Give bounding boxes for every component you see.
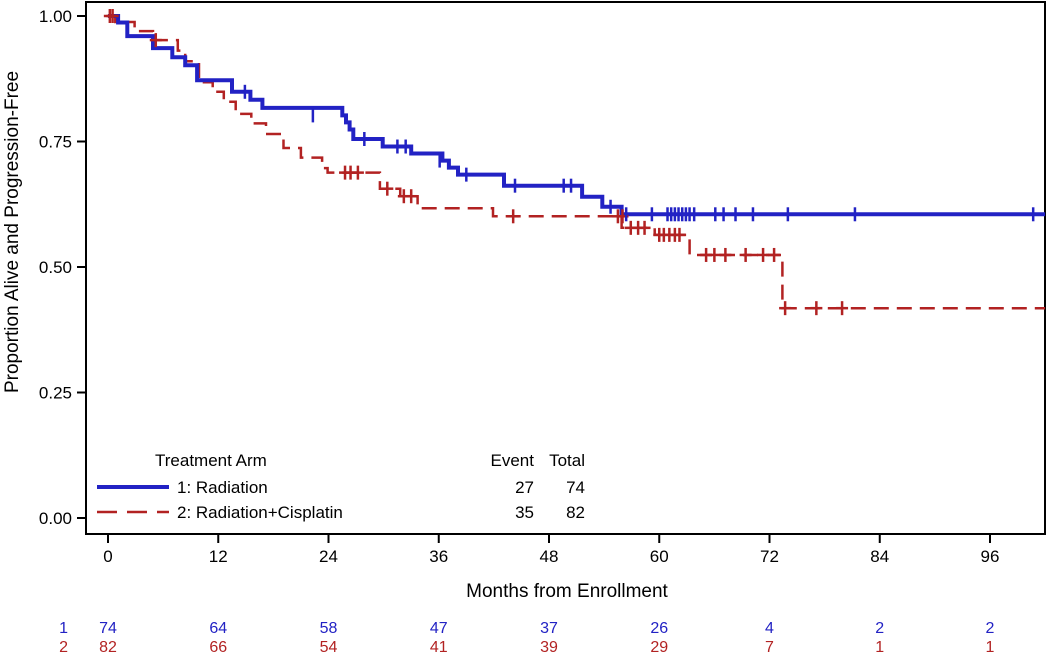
legend-total-count-radiation: 74 <box>566 478 585 497</box>
x-axis-tick-label: 60 <box>650 547 669 566</box>
x-axis-tick-label: 0 <box>103 547 112 566</box>
risk-count: 47 <box>429 620 448 637</box>
risk-row-label-1: 1 <box>59 620 68 637</box>
legend-title: Treatment Arm <box>155 451 267 470</box>
legend-event-header: Event <box>490 451 534 470</box>
legend-total-header: Total <box>549 451 585 470</box>
risk-count: 1 <box>875 639 885 656</box>
risk-count: 64 <box>209 620 228 637</box>
legend-line-sample-radiation-cisplatin <box>97 510 169 514</box>
x-axis-title: Months from Enrollment <box>466 581 668 602</box>
x-axis-tick-label: 96 <box>981 547 1000 566</box>
x-axis-tick-label: 84 <box>870 547 889 566</box>
survival-curve-radiation-cisplatin <box>108 14 1046 310</box>
risk-count: 26 <box>650 620 669 637</box>
y-axis-title: Proportion Alive and Progression-Free <box>2 70 23 394</box>
legend-event-count-radiation: 27 <box>515 478 534 497</box>
risk-count: 54 <box>319 639 338 656</box>
risk-count: 1 <box>985 639 995 656</box>
risk-count: 29 <box>650 639 669 656</box>
risk-count: 58 <box>319 620 338 637</box>
legend-total-count-radiation-cisplatin: 82 <box>566 503 585 522</box>
risk-count: 41 <box>429 639 448 656</box>
y-axis-tick-label: 0.25 <box>39 384 72 403</box>
legend-line-sample-radiation <box>97 485 169 489</box>
risk-count: 4 <box>765 620 774 637</box>
x-axis-tick-label: 24 <box>319 547 338 566</box>
y-axis-tick-label: 0.50 <box>39 258 72 277</box>
risk-count: 7 <box>765 639 774 656</box>
risk-row-label-2: 2 <box>59 639 68 656</box>
risk-count: 2 <box>875 620 885 637</box>
risk-count: 82 <box>99 639 117 656</box>
survival-curve-radiation <box>108 14 1046 217</box>
risk-count: 39 <box>540 639 558 656</box>
x-axis-tick-label: 12 <box>209 547 228 566</box>
risk-count: 2 <box>985 620 995 637</box>
legend-label-radiation-cisplatin: 2: Radiation+Cisplatin <box>177 503 343 522</box>
risk-count: 37 <box>540 620 558 637</box>
x-axis-tick-label: 48 <box>540 547 559 566</box>
y-axis-tick-label: 1.00 <box>39 7 72 26</box>
risk-count: 74 <box>99 620 117 637</box>
legend-event-count-radiation-cisplatin: 35 <box>515 503 534 522</box>
x-axis-tick-label: 72 <box>760 547 779 566</box>
risk-count: 66 <box>209 639 228 656</box>
y-axis-tick-label: 0.75 <box>39 133 72 152</box>
x-axis-tick-label: 36 <box>429 547 448 566</box>
legend-label-radiation: 1: Radiation <box>177 478 268 497</box>
y-axis-tick-label: 0.00 <box>39 509 72 528</box>
